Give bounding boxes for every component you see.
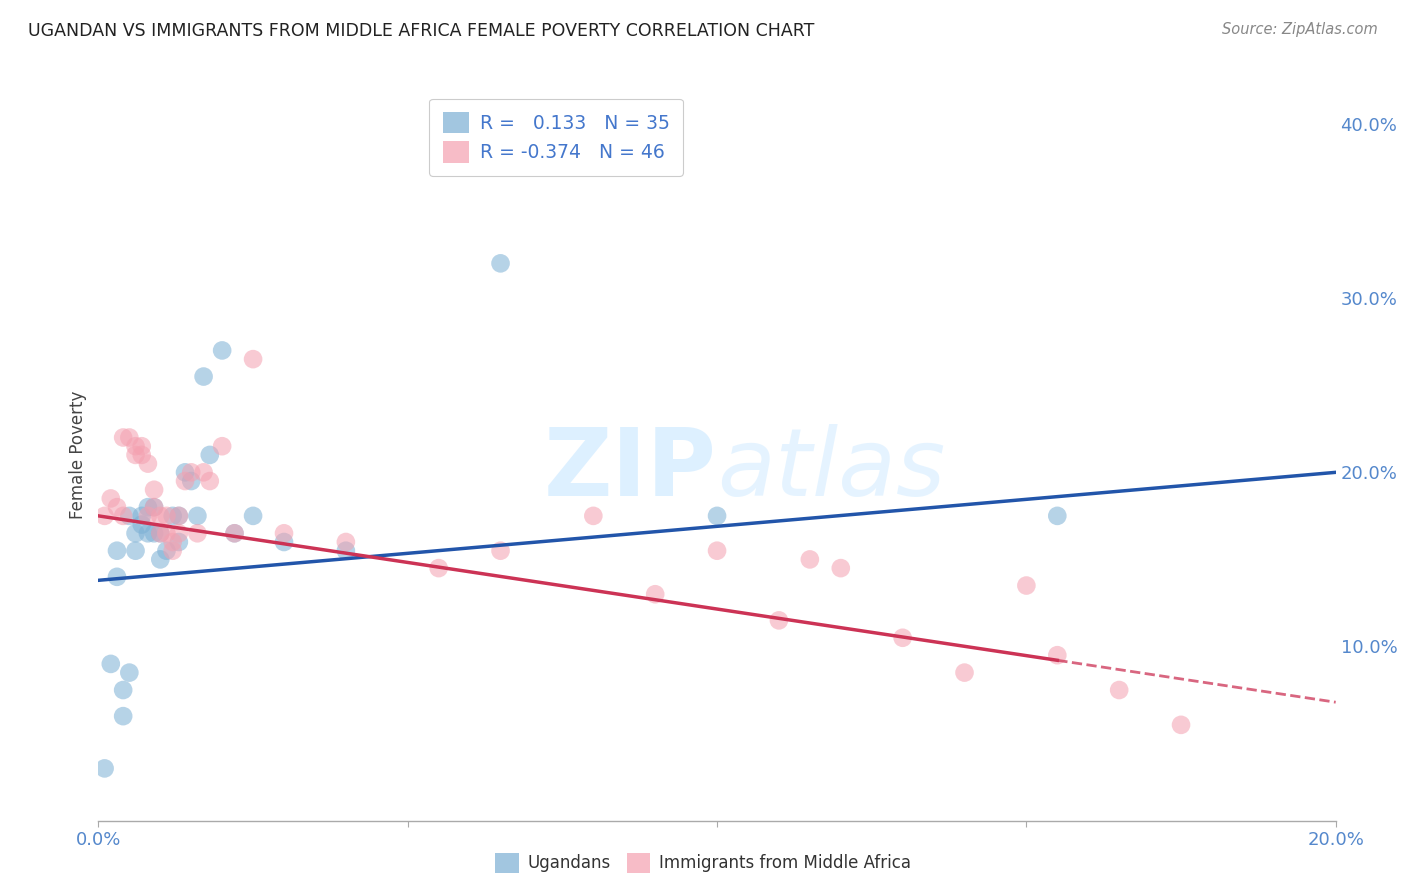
Point: [100, 657, 122, 671]
Point: [118, 665, 141, 680]
Point: [131, 517, 153, 532]
Point: [136, 526, 159, 541]
Point: [112, 709, 135, 723]
Point: [242, 508, 264, 523]
Point: [155, 543, 177, 558]
Text: Source: ZipAtlas.com: Source: ZipAtlas.com: [1222, 22, 1378, 37]
Point: [180, 474, 202, 488]
Text: ZIP: ZIP: [544, 424, 717, 516]
Point: [211, 343, 233, 358]
Point: [489, 256, 512, 270]
Legend: Ugandans, Immigrants from Middle Africa: Ugandans, Immigrants from Middle Africa: [489, 847, 917, 880]
Point: [335, 535, 357, 549]
Point: [167, 508, 190, 523]
Point: [830, 561, 852, 575]
Point: [427, 561, 450, 575]
Point: [105, 500, 128, 515]
Point: [953, 665, 976, 680]
Point: [891, 631, 914, 645]
Point: [193, 466, 215, 480]
Point: [273, 535, 295, 549]
Point: [112, 508, 135, 523]
Legend: R =   0.133   N = 35, R = -0.374   N = 46: R = 0.133 N = 35, R = -0.374 N = 46: [429, 99, 683, 176]
Point: [143, 500, 166, 515]
Point: [105, 570, 128, 584]
Point: [1170, 718, 1192, 732]
Point: [136, 457, 159, 471]
Point: [100, 491, 122, 506]
Point: [211, 439, 233, 453]
Point: [167, 535, 190, 549]
Point: [131, 439, 153, 453]
Point: [155, 508, 177, 523]
Point: [93, 508, 115, 523]
Point: [149, 508, 172, 523]
Point: [242, 352, 264, 367]
Point: [118, 508, 141, 523]
Point: [335, 543, 357, 558]
Point: [124, 543, 146, 558]
Point: [149, 552, 172, 566]
Point: [198, 474, 221, 488]
Point: [167, 526, 190, 541]
Point: [162, 508, 184, 523]
Point: [193, 369, 215, 384]
Point: [143, 526, 166, 541]
Point: [224, 526, 246, 541]
Point: [136, 508, 159, 523]
Point: [112, 683, 135, 698]
Point: [706, 543, 728, 558]
Point: [93, 761, 115, 775]
Point: [224, 526, 246, 541]
Point: [582, 508, 605, 523]
Point: [118, 430, 141, 444]
Point: [489, 543, 512, 558]
Point: [112, 430, 135, 444]
Point: [1046, 508, 1069, 523]
Point: [131, 508, 153, 523]
Point: [1015, 578, 1038, 592]
Text: atlas: atlas: [717, 424, 945, 515]
Point: [124, 439, 146, 453]
Point: [706, 508, 728, 523]
Point: [1108, 683, 1130, 698]
Y-axis label: Female Poverty: Female Poverty: [69, 391, 87, 519]
Point: [174, 474, 197, 488]
Point: [167, 508, 190, 523]
Point: [149, 526, 172, 541]
Point: [198, 448, 221, 462]
Point: [1046, 648, 1069, 663]
Point: [768, 613, 790, 627]
Point: [149, 526, 172, 541]
Point: [180, 466, 202, 480]
Point: [162, 543, 184, 558]
Point: [162, 535, 184, 549]
Point: [136, 500, 159, 515]
Point: [143, 500, 166, 515]
Point: [124, 526, 146, 541]
Point: [124, 448, 146, 462]
Point: [799, 552, 821, 566]
Point: [131, 448, 153, 462]
Point: [174, 466, 197, 480]
Point: [155, 526, 177, 541]
Point: [105, 543, 128, 558]
Point: [186, 508, 208, 523]
Point: [273, 526, 295, 541]
Text: UGANDAN VS IMMIGRANTS FROM MIDDLE AFRICA FEMALE POVERTY CORRELATION CHART: UGANDAN VS IMMIGRANTS FROM MIDDLE AFRICA…: [28, 22, 814, 40]
Point: [143, 483, 166, 497]
Point: [644, 587, 666, 601]
Point: [186, 526, 208, 541]
